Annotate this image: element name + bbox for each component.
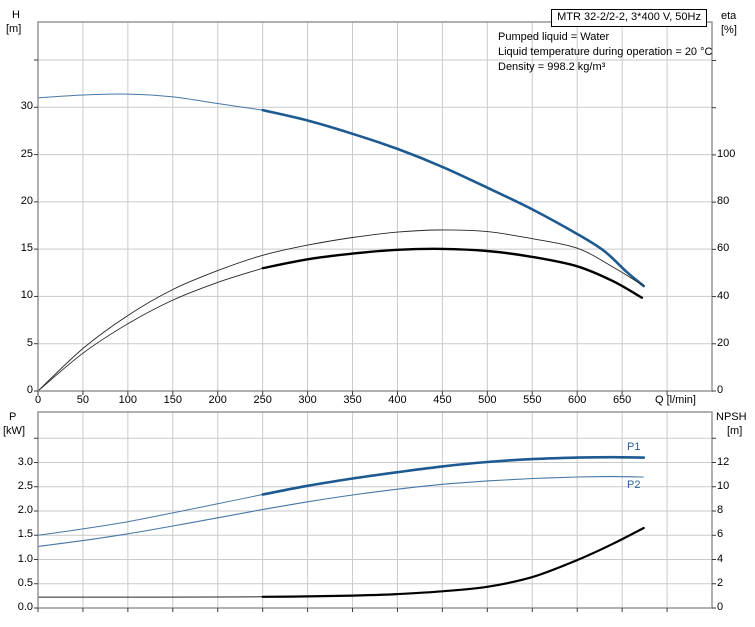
tick-label-npsh: 0 [717,601,724,613]
tick-label-h: 25 [20,147,33,160]
tick-label-eta: 100 [717,147,736,160]
tick-label-npsh: 10 [717,479,730,492]
tick-label-eta: 0 [717,384,724,396]
info-line-pumped-liquid: Pumped liquid = Water [498,31,610,43]
tick-label-h: 20 [20,194,33,207]
h-axis-title: H [12,9,20,21]
tick-label-q: 500 [478,394,497,406]
tick-label-h: 10 [20,289,33,302]
p-axis-unit: [kW] [3,425,25,437]
plot-border [37,21,713,392]
curve-H-thin [37,93,263,111]
plot-border [37,411,713,609]
tick-label-eta: 60 [717,242,730,255]
tick-label-p: 1.5 [17,528,33,541]
tick-label-q: 650 [612,394,632,406]
tick-label-q: 350 [343,394,362,406]
tick-label-q: 600 [568,394,587,406]
tick-label-q: 450 [433,394,452,406]
curve-eta2-thin [37,267,263,392]
curve-NPSH [261,526,645,598]
tick-label-p: 3.0 [17,455,33,468]
tick-label-q: 550 [523,394,542,406]
liquid-info-block: Pumped liquid = Water Liquid temperature… [498,30,712,75]
tick-label-p: 1.0 [17,552,33,565]
tick-label-npsh: 4 [717,552,724,565]
pump-title-box: MTR 32-2/2-2, 3*400 V, 50Hz [551,9,707,27]
tick-label-q: 150 [163,394,182,406]
npsh-axis-title: NPSH [716,411,747,423]
tick-label-q: 300 [298,394,317,406]
tick-label-q: 400 [388,394,407,406]
curve-P2 [37,476,644,547]
tick-label-h: 5 [26,336,33,349]
tick-label-q: 250 [253,394,272,406]
tick-label-npsh: 12 [717,455,730,468]
tick-label-q: 50 [76,394,90,406]
curve-P1-thin [37,494,263,536]
curve-P1 [261,455,645,496]
tick-label-h: 30 [20,100,33,113]
npsh-axis-unit: [m] [727,425,743,437]
tick-label-p: 0.5 [17,576,33,589]
h-axis-unit: [m] [6,23,22,35]
q-axis-title: Q [l/min] [655,394,696,406]
tick-label-npsh: 8 [717,504,724,516]
tick-label-eta: 40 [717,289,730,302]
info-line-density: Density = 998.2 kg/m³ [498,61,606,73]
tick-label-p: 2.5 [17,479,33,492]
curve-H [261,108,645,288]
eta-axis-unit: [%] [721,24,737,36]
eta-axis-title: eta [721,10,737,22]
tick-label-q: 200 [208,394,227,406]
tick-label-q: 100 [118,394,138,406]
tick-label-h: 0 [26,384,33,396]
tick-label-npsh: 6 [717,528,724,541]
p1-curve-label: P1 [627,441,641,453]
tick-label-q: 0 [34,394,42,406]
tick-label-h: 15 [20,242,33,255]
curve-eta1 [37,229,644,392]
p2-curve-label: P2 [627,479,641,491]
tick-label-eta: 80 [717,195,730,208]
tick-label-p: 2.0 [17,504,33,516]
info-line-temperature: Liquid temperature during operation = 20… [498,46,713,58]
tick-label-eta: 20 [717,336,730,349]
tick-label-p: 0.0 [17,601,33,613]
p-axis-title: P [9,411,17,423]
tick-label-npsh: 2 [717,576,724,589]
curve-eta2 [261,247,644,299]
